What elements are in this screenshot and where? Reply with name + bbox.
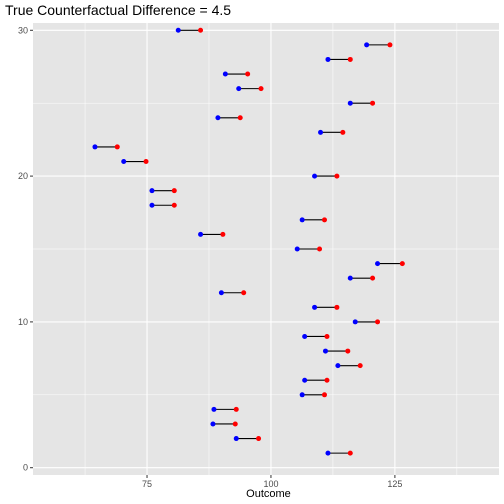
blue-point	[294, 246, 300, 252]
blue-point	[222, 71, 228, 77]
red-point	[340, 129, 346, 135]
red-point	[241, 290, 247, 296]
blue-point	[211, 406, 217, 412]
red-point	[232, 421, 238, 427]
blue-point	[92, 144, 98, 150]
y-axis: 0 10 20 30	[18, 25, 33, 473]
red-point	[324, 333, 330, 339]
red-point	[317, 246, 323, 252]
minor-gridlines	[33, 23, 499, 475]
red-point	[245, 71, 251, 77]
x-axis: 75 100 125	[142, 475, 402, 489]
major-gridlines	[33, 23, 499, 475]
red-point	[258, 86, 264, 92]
red-point	[347, 56, 353, 62]
red-point	[324, 377, 330, 383]
red-point	[237, 115, 243, 121]
blue-point	[149, 188, 155, 194]
red-point	[233, 406, 239, 412]
red-point	[399, 261, 405, 267]
blue-point	[325, 56, 331, 62]
x-tick-label: 75	[142, 479, 152, 489]
blue-point	[322, 348, 328, 354]
blue-point	[218, 290, 224, 296]
red-point	[347, 450, 353, 456]
red-point	[370, 275, 376, 281]
blue-point	[312, 173, 318, 179]
data-points	[92, 27, 405, 456]
x-axis-title: Outcome	[246, 488, 291, 500]
blue-point	[352, 319, 358, 325]
y-tick-label: 30	[18, 25, 28, 35]
blue-point	[325, 450, 331, 456]
blue-point	[121, 159, 127, 165]
blue-point	[299, 217, 305, 223]
blue-point	[312, 304, 318, 310]
blue-point	[233, 436, 239, 442]
x-tick-label: 125	[387, 479, 402, 489]
blue-point	[299, 392, 305, 398]
red-point	[198, 27, 204, 33]
red-point	[171, 188, 177, 194]
red-point	[220, 231, 226, 237]
blue-point	[210, 421, 216, 427]
red-point	[143, 159, 149, 165]
red-point	[357, 363, 363, 369]
red-point	[114, 144, 120, 150]
difference-segments	[94, 29, 403, 454]
chart-title: True Counterfactual Difference = 4.5	[5, 2, 231, 18]
blue-point	[347, 100, 353, 106]
y-tick-label: 20	[18, 171, 28, 181]
red-point	[375, 319, 381, 325]
blue-point	[302, 333, 308, 339]
blue-point	[302, 377, 308, 383]
red-point	[345, 348, 351, 354]
blue-point	[335, 363, 341, 369]
red-point	[171, 202, 177, 208]
y-tick-label: 10	[18, 317, 28, 327]
y-tick-label: 0	[23, 463, 28, 473]
blue-point	[149, 202, 155, 208]
red-point	[321, 217, 327, 223]
blue-point	[236, 86, 242, 92]
blue-point	[215, 115, 221, 121]
x-tick-label: 100	[263, 479, 278, 489]
red-point	[370, 100, 376, 106]
blue-point	[198, 231, 204, 237]
red-point	[321, 392, 327, 398]
blue-point	[347, 275, 353, 281]
red-point	[387, 42, 393, 48]
blue-point	[375, 261, 381, 267]
red-point	[334, 173, 340, 179]
blue-point	[318, 129, 324, 135]
red-point	[334, 304, 340, 310]
red-point	[256, 436, 262, 442]
blue-point	[175, 27, 181, 33]
blue-point	[364, 42, 370, 48]
